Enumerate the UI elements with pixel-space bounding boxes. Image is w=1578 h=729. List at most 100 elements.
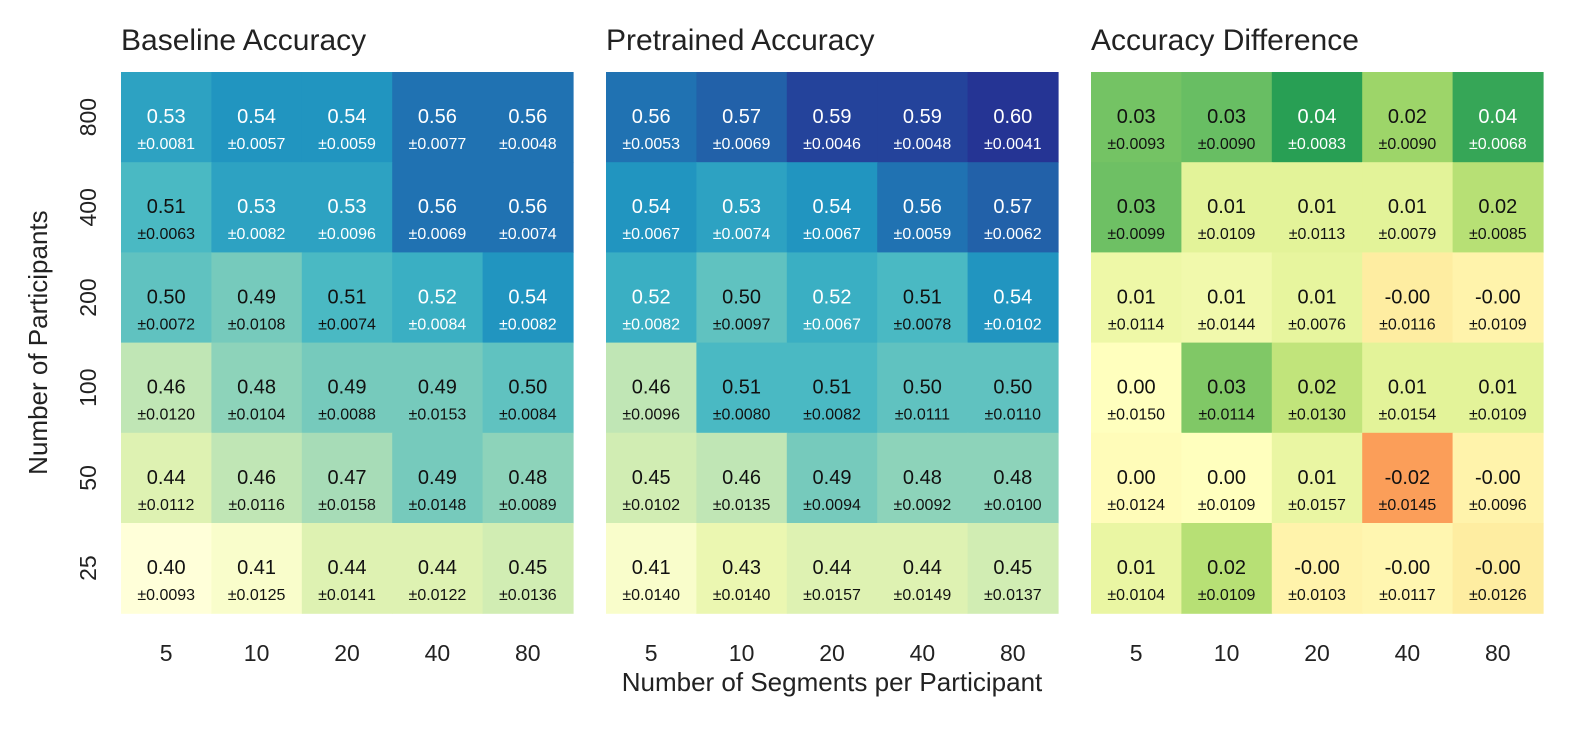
heatmap-cell [301, 252, 393, 344]
heatmap-cell [696, 432, 788, 524]
cell-error: ±0.0102 [622, 497, 680, 514]
y-tick-label: 100 [75, 369, 101, 407]
cell-value: 0.56 [418, 196, 457, 218]
heatmap-cell [786, 72, 878, 163]
cell-error: ±0.0102 [984, 316, 1042, 333]
panel-title: Pretrained Accuracy [606, 24, 874, 57]
cell-error: ±0.0063 [137, 226, 195, 243]
heatmap-cell [482, 162, 574, 253]
cell-error: ±0.0076 [1288, 316, 1346, 333]
cell-error: ±0.0067 [803, 226, 861, 243]
cell-value: 0.01 [1388, 377, 1427, 399]
heatmap-cell [606, 252, 697, 344]
heatmap-cell [211, 162, 303, 253]
cell-error: ±0.0090 [1198, 136, 1256, 153]
cell-value: 0.50 [903, 377, 942, 399]
cell-error: ±0.0113 [1289, 226, 1346, 243]
cell-error: ±0.0154 [1379, 407, 1437, 424]
heatmap-cell [1452, 432, 1544, 524]
x-tick-label: 5 [645, 640, 658, 666]
cell-error: ±0.0082 [803, 407, 861, 424]
cell-value: 0.01 [1388, 196, 1427, 218]
heatmap-cell [1091, 432, 1182, 524]
cell-error: ±0.0085 [1469, 226, 1527, 243]
cell-error: ±0.0057 [228, 136, 286, 153]
heatmap-cell [877, 252, 969, 344]
cell-value: 0.54 [237, 106, 276, 128]
cell-error: ±0.0099 [1107, 226, 1165, 243]
heatmap-cell [1181, 432, 1273, 524]
cell-error: ±0.0069 [409, 226, 467, 243]
cell-value: 0.03 [1207, 377, 1246, 399]
heatmap-cell [1452, 252, 1544, 344]
cell-value: 0.53 [328, 196, 367, 218]
heatmap-cell [211, 523, 303, 614]
cell-value: 0.47 [328, 467, 367, 489]
cell-error: ±0.0110 [985, 407, 1042, 424]
heatmap-cell [1181, 342, 1273, 434]
cell-value: 0.56 [632, 106, 671, 128]
heatmap-cell [1362, 252, 1454, 344]
cell-error: ±0.0104 [1107, 587, 1165, 604]
y-tick-label: 25 [75, 555, 101, 581]
x-tick-label: 40 [910, 640, 936, 666]
cell-error: ±0.0111 [895, 407, 950, 424]
heatmap-cell [482, 432, 574, 524]
heatmap-cell [1362, 342, 1454, 434]
cell-value: 0.54 [632, 196, 671, 218]
cell-value: -0.00 [1475, 467, 1521, 489]
cell-error: ±0.0117 [1379, 587, 1436, 604]
y-tick-label: 800 [75, 98, 101, 136]
heatmap-cell [482, 252, 574, 344]
cell-value: 0.52 [632, 286, 671, 308]
cell-value: 0.48 [993, 467, 1032, 489]
cell-error: ±0.0089 [499, 497, 557, 514]
cell-value: 0.45 [993, 557, 1032, 579]
heatmap-cell [606, 72, 697, 163]
cell-value: 0.44 [147, 467, 186, 489]
heatmap-cell [786, 432, 878, 524]
cell-error: ±0.0109 [1198, 226, 1256, 243]
heatmap-cell [392, 162, 484, 253]
cell-value: 0.01 [1478, 377, 1517, 399]
heatmap-cell [482, 72, 574, 163]
heatmap-cell [121, 252, 212, 344]
heatmap-cell [392, 72, 484, 163]
x-tick-label: 40 [425, 640, 451, 666]
heatmap-cell [211, 342, 303, 434]
cell-error: ±0.0078 [894, 316, 952, 333]
heatmap-cell [301, 162, 393, 253]
cell-value: 0.57 [993, 196, 1032, 218]
heatmap-cell [877, 523, 969, 614]
y-tick-label: 50 [75, 465, 101, 491]
heatmap-cell [1091, 342, 1182, 434]
heatmap-cell [121, 523, 212, 614]
heatmap-cell [1091, 523, 1182, 614]
cell-error: ±0.0114 [1198, 407, 1255, 424]
cell-value: 0.53 [147, 106, 186, 128]
heatmap-cell [1271, 432, 1363, 524]
cell-value: 0.50 [508, 377, 547, 399]
cell-error: ±0.0124 [1107, 497, 1165, 514]
heatmap-cell [1452, 72, 1544, 163]
heatmap-cell [1271, 162, 1363, 253]
x-tick-label: 5 [160, 640, 173, 666]
cell-error: ±0.0093 [137, 587, 195, 604]
cell-value: 0.04 [1478, 106, 1517, 128]
cell-error: ±0.0135 [713, 497, 771, 514]
x-tick-label: 80 [1000, 640, 1026, 666]
heatmap-cell [1362, 432, 1454, 524]
heatmap-cell [1452, 162, 1544, 253]
x-axis-label: Number of Segments per Participant [622, 667, 1043, 697]
cell-error: ±0.0084 [409, 316, 467, 333]
cell-error: ±0.0090 [1379, 136, 1437, 153]
cell-value: 0.56 [903, 196, 942, 218]
cell-error: ±0.0059 [318, 136, 376, 153]
cell-value: 0.56 [418, 106, 457, 128]
cell-error: ±0.0108 [228, 316, 286, 333]
cell-error: ±0.0140 [622, 587, 680, 604]
cell-value: 0.50 [993, 377, 1032, 399]
heatmap-cell [301, 72, 393, 163]
cell-error: ±0.0114 [1108, 316, 1165, 333]
